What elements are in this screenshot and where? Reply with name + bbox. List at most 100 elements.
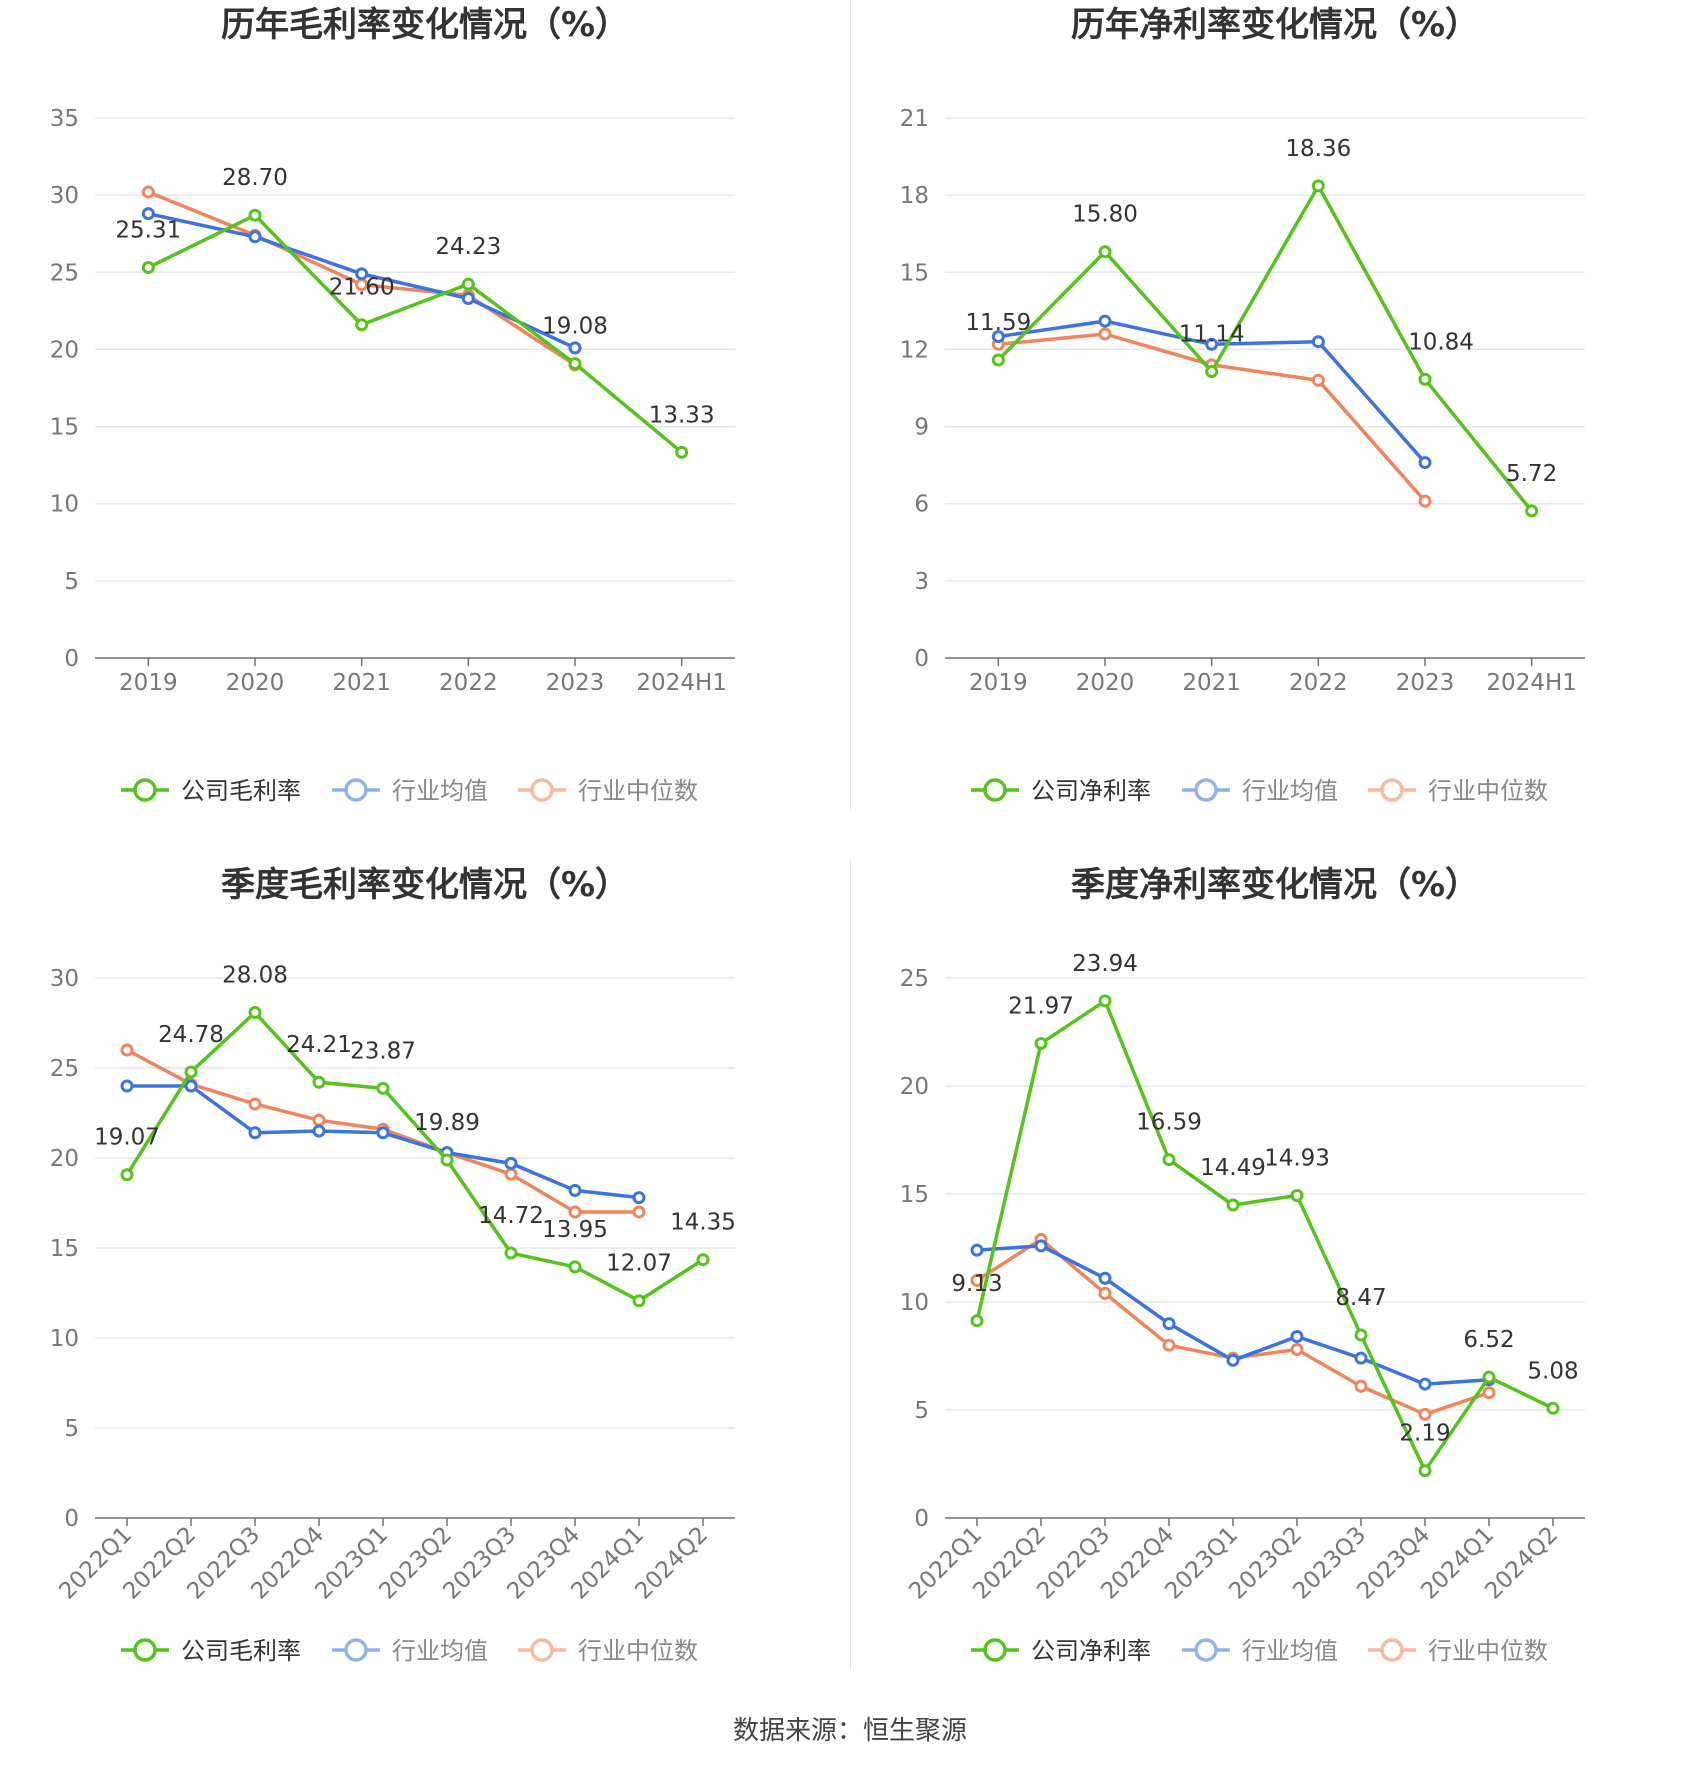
legend-item-avg[interactable]: 行业均值 — [332, 1637, 488, 1665]
data-point-company[interactable] — [991, 353, 1005, 367]
data-point-median[interactable] — [1311, 373, 1325, 387]
data-point-company[interactable] — [184, 1065, 198, 1079]
data-point-avg[interactable] — [355, 267, 369, 281]
legend-item-company[interactable]: 公司净利率 — [971, 1637, 1151, 1665]
y-tick-label: 15 — [900, 1182, 929, 1208]
legend-marker — [983, 1638, 1007, 1662]
data-point-avg[interactable] — [1418, 456, 1432, 470]
data-point-company[interactable] — [440, 1153, 454, 1167]
data-label: 16.59 — [1136, 1110, 1202, 1136]
x-tick-label: 2019 — [119, 670, 178, 696]
data-point-company[interactable] — [1311, 179, 1325, 193]
data-label: 9.13 — [951, 1271, 1002, 1297]
y-tick-label: 0 — [914, 1506, 929, 1532]
legend-item-median[interactable]: 行业中位数 — [518, 1637, 698, 1665]
legend-item-median[interactable]: 行业中位数 — [518, 777, 698, 805]
data-point-company[interactable] — [1290, 1189, 1304, 1203]
data-point-avg[interactable] — [248, 1126, 262, 1140]
data-point-avg[interactable] — [1098, 1271, 1112, 1285]
data-point-company[interactable] — [1418, 1464, 1432, 1478]
legend-item-median[interactable]: 行业中位数 — [1368, 777, 1548, 805]
data-point-company[interactable] — [1482, 1370, 1496, 1384]
data-point-company[interactable] — [248, 1006, 262, 1020]
data-point-avg[interactable] — [568, 1183, 582, 1197]
data-point-median[interactable] — [1418, 494, 1432, 508]
legend-item-avg[interactable]: 行业均值 — [332, 777, 488, 805]
data-point-company[interactable] — [568, 1260, 582, 1274]
data-point-avg[interactable] — [1226, 1353, 1240, 1367]
y-tick-label: 0 — [64, 1506, 79, 1532]
data-point-company[interactable] — [1418, 372, 1432, 386]
data-point-company[interactable] — [504, 1246, 518, 1260]
data-point-avg[interactable] — [1354, 1351, 1368, 1365]
data-point-median[interactable] — [970, 1273, 984, 1287]
data-point-median[interactable] — [632, 1205, 646, 1219]
data-point-avg[interactable] — [1098, 314, 1112, 328]
legend-label: 行业中位数 — [578, 1637, 698, 1665]
data-point-company[interactable] — [355, 318, 369, 332]
legend-item-company[interactable]: 公司毛利率 — [121, 1637, 301, 1665]
legend-item-avg[interactable]: 行业均值 — [1182, 1637, 1338, 1665]
legend-item-company[interactable]: 公司毛利率 — [121, 777, 301, 805]
data-point-avg[interactable] — [376, 1126, 390, 1140]
y-tick-label: 35 — [50, 106, 79, 132]
data-point-company[interactable] — [1354, 1328, 1368, 1342]
data-point-company[interactable] — [248, 208, 262, 222]
data-point-avg[interactable] — [1311, 335, 1325, 349]
data-point-avg[interactable] — [1162, 1317, 1176, 1331]
data-point-avg[interactable] — [568, 341, 582, 355]
data-point-median[interactable] — [1418, 1407, 1432, 1421]
data-point-median[interactable] — [1162, 1338, 1176, 1352]
data-point-avg[interactable] — [248, 230, 262, 244]
data-label: 19.89 — [414, 1110, 480, 1136]
data-point-company[interactable] — [970, 1314, 984, 1328]
data-point-avg[interactable] — [1034, 1239, 1048, 1253]
data-point-median[interactable] — [568, 1205, 582, 1219]
data-point-avg[interactable] — [1290, 1330, 1304, 1344]
data-point-median[interactable] — [248, 1097, 262, 1111]
data-point-company[interactable] — [312, 1075, 326, 1089]
legend-item-avg[interactable]: 行业均值 — [1182, 777, 1338, 805]
data-point-avg[interactable] — [504, 1156, 518, 1170]
data-point-company[interactable] — [1205, 365, 1219, 379]
data-point-avg[interactable] — [141, 207, 155, 221]
data-point-company[interactable] — [1525, 504, 1539, 518]
data-point-company[interactable] — [461, 277, 475, 291]
data-point-median[interactable] — [1354, 1379, 1368, 1393]
legend-item-median[interactable]: 行业中位数 — [1368, 1637, 1548, 1665]
data-point-avg[interactable] — [632, 1191, 646, 1205]
data-point-company[interactable] — [1226, 1198, 1240, 1212]
data-point-company[interactable] — [1162, 1153, 1176, 1167]
data-point-avg[interactable] — [461, 292, 475, 306]
data-point-median[interactable] — [1098, 1286, 1112, 1300]
data-point-avg[interactable] — [1418, 1377, 1432, 1391]
data-point-median[interactable] — [120, 1043, 134, 1057]
data-point-avg[interactable] — [120, 1079, 134, 1093]
data-point-avg[interactable] — [991, 330, 1005, 344]
data-point-company[interactable] — [696, 1253, 710, 1267]
data-point-company[interactable] — [1098, 994, 1112, 1008]
data-point-avg[interactable] — [1205, 337, 1219, 351]
data-point-company[interactable] — [568, 357, 582, 371]
data-point-median[interactable] — [1290, 1343, 1304, 1357]
data-point-company[interactable] — [120, 1168, 134, 1182]
data-point-median[interactable] — [141, 185, 155, 199]
data-point-median[interactable] — [1098, 327, 1112, 341]
data-point-median[interactable] — [1482, 1386, 1496, 1400]
data-point-company[interactable] — [1034, 1036, 1048, 1050]
data-point-company[interactable] — [1098, 245, 1112, 259]
data-point-avg[interactable] — [970, 1243, 984, 1257]
data-point-company[interactable] — [1546, 1401, 1560, 1415]
data-point-company[interactable] — [675, 445, 689, 459]
data-point-company[interactable] — [632, 1294, 646, 1308]
data-point-company[interactable] — [141, 261, 155, 275]
data-point-avg[interactable] — [312, 1124, 326, 1138]
data-point-median[interactable] — [504, 1167, 518, 1181]
data-point-avg[interactable] — [184, 1079, 198, 1093]
data-point-company[interactable] — [376, 1081, 390, 1095]
data-point-median[interactable] — [312, 1113, 326, 1127]
data-label: 23.87 — [350, 1038, 416, 1064]
legend-item-company[interactable]: 公司净利率 — [971, 777, 1151, 805]
legend-marker — [133, 1638, 157, 1662]
y-tick-label: 9 — [914, 415, 929, 441]
